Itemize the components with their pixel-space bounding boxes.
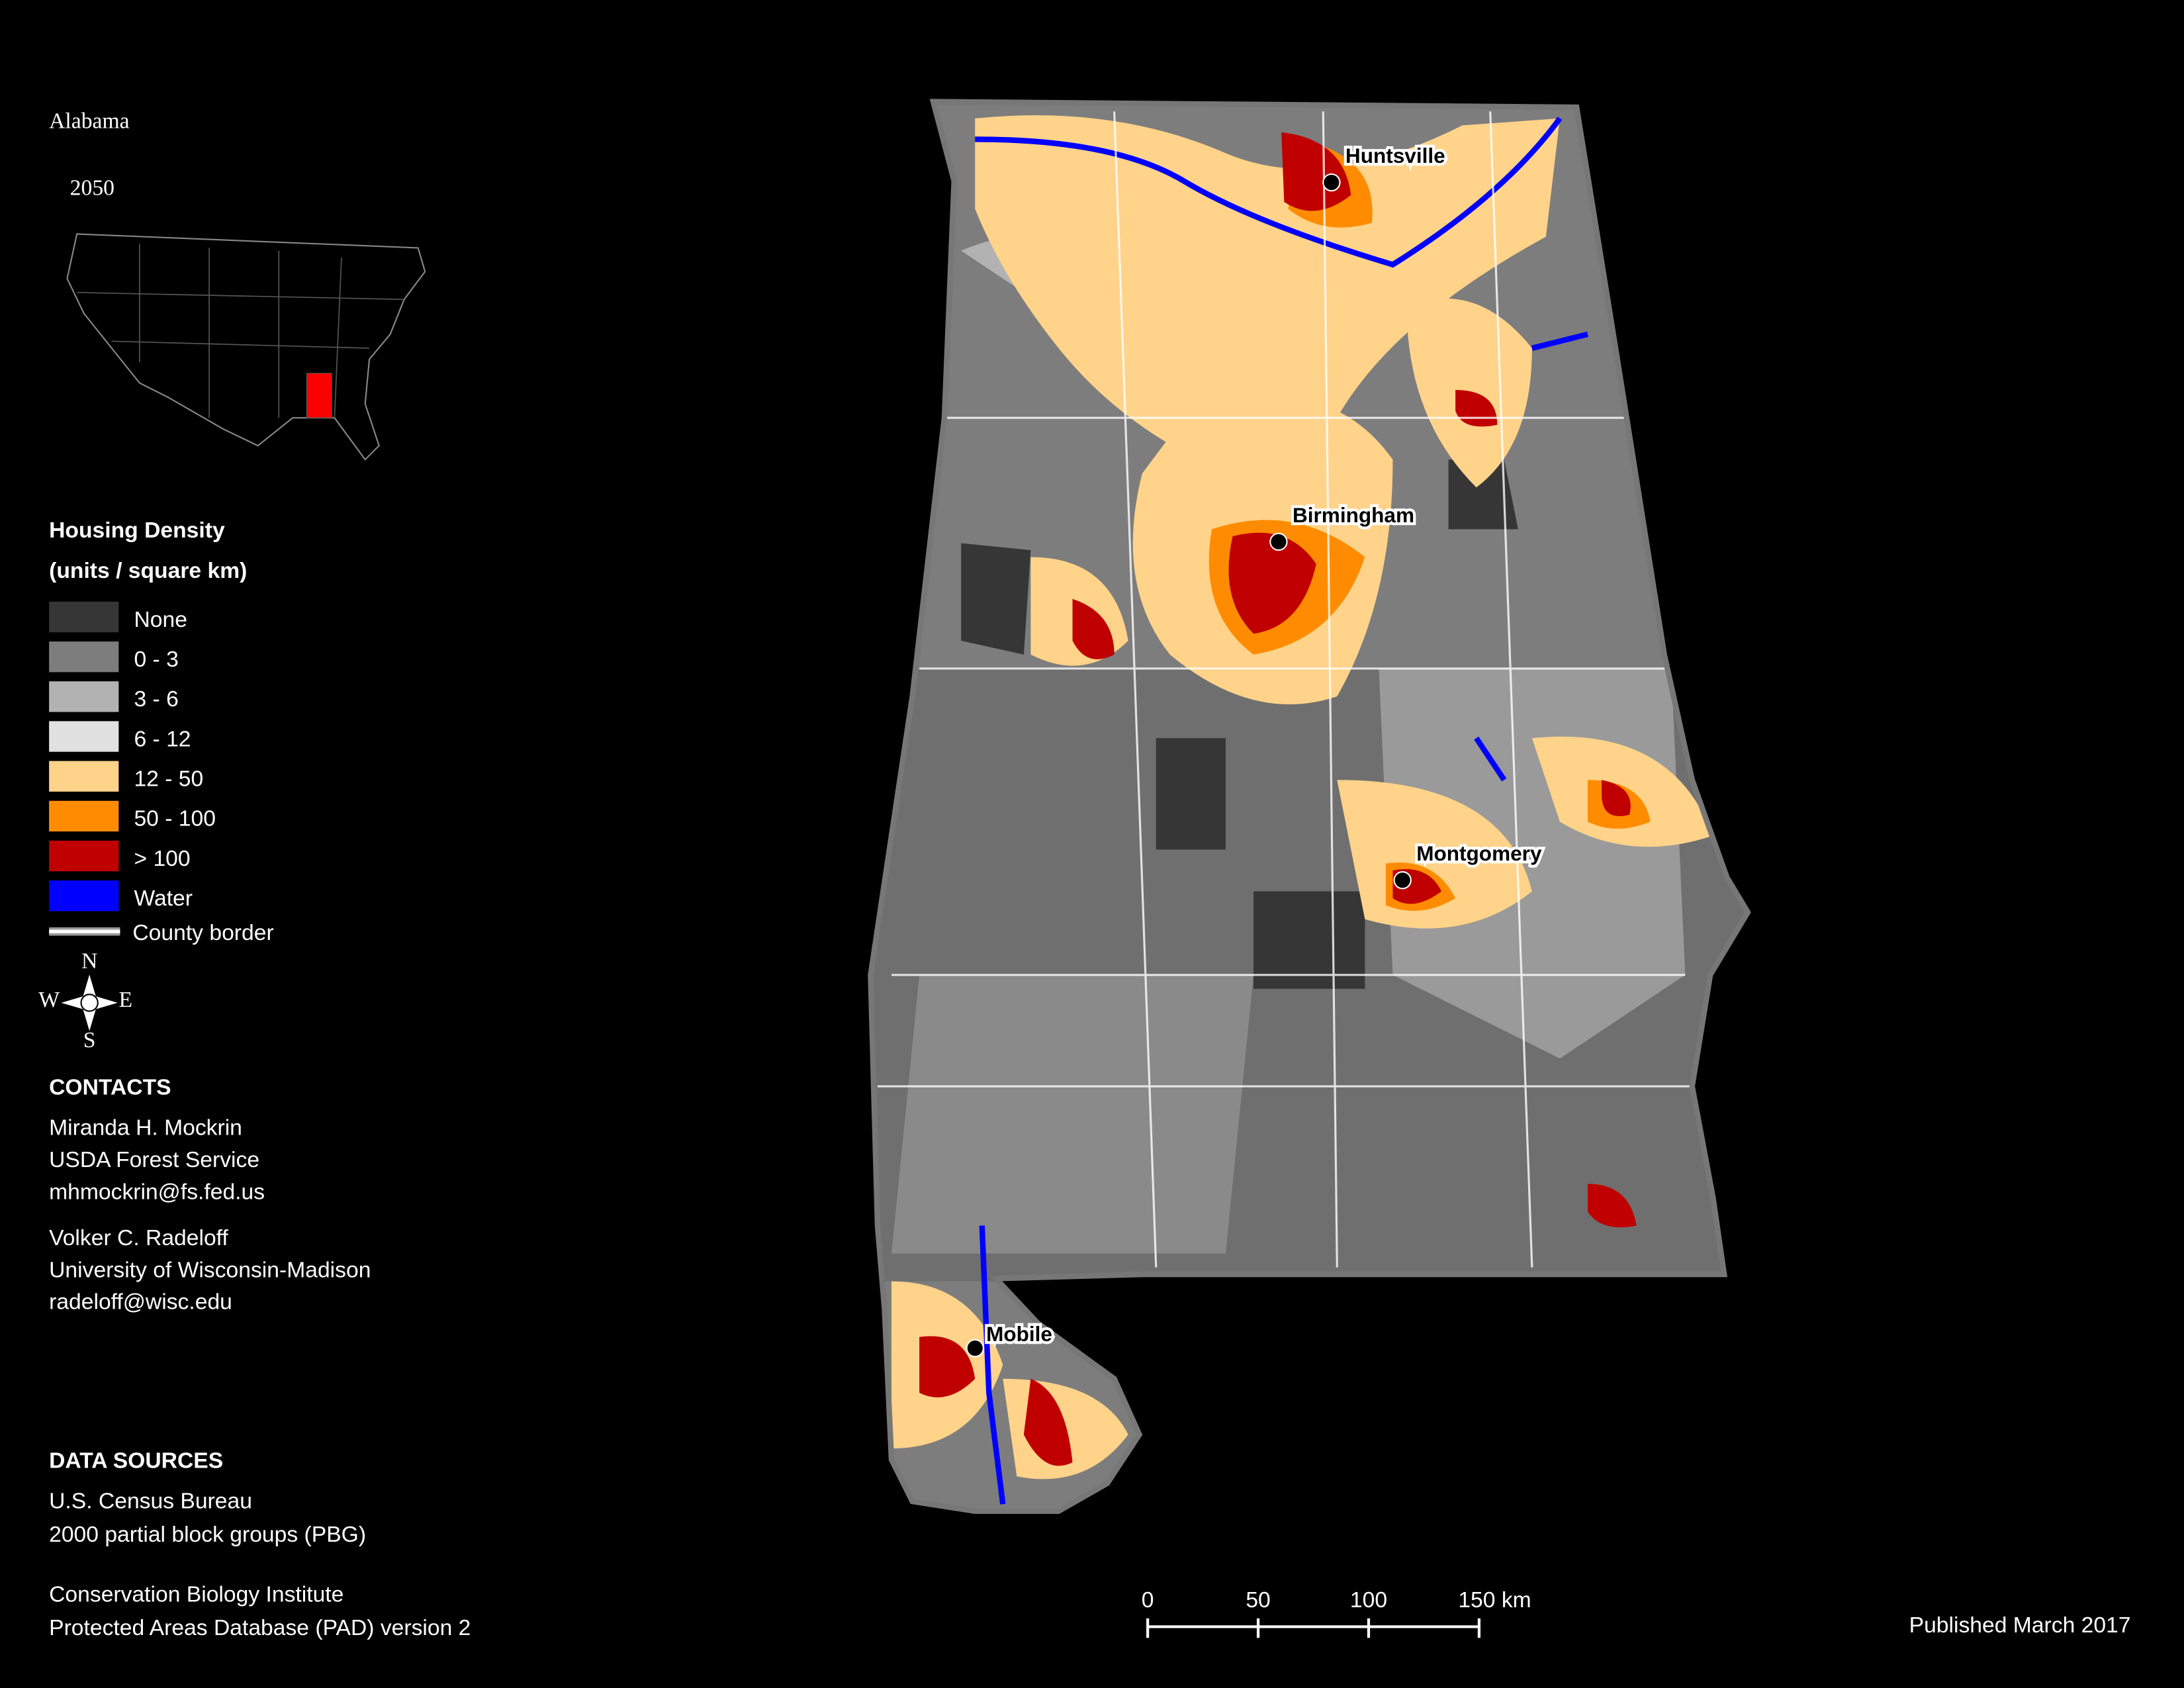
city-label: Montgomery — [1416, 841, 1542, 865]
legend-label: 0 - 3 — [134, 647, 178, 672]
city-label: Mobile — [986, 1322, 1052, 1346]
legend-label: 6 - 12 — [134, 727, 191, 751]
sources-heading: DATA SOURCES — [49, 1449, 223, 1474]
compass-n: N — [81, 949, 97, 973]
city-dot — [1322, 173, 1341, 192]
legend-swatch — [49, 601, 119, 633]
contact-line: mhmockrin@fs.fed.us — [49, 1180, 265, 1205]
cities: Huntsville Birmingham Montgomery Mobile — [966, 141, 1545, 1358]
legend-swatch — [49, 681, 119, 712]
title: Alabama — [49, 109, 130, 134]
legend-swatch — [49, 721, 119, 752]
source-line: Conservation Biology Institute — [49, 1583, 343, 1607]
subtitle: 2050 — [70, 176, 114, 201]
source-line: 2000 partial block groups (PBG) — [49, 1523, 366, 1547]
published: Published March 2017 — [1909, 1613, 2131, 1638]
scale-label: 50 — [1246, 1588, 1270, 1613]
legend-label: Water — [134, 886, 193, 911]
legend-label: None — [134, 608, 187, 632]
scale-bar: 0 50 100 150 km — [1142, 1588, 1531, 1638]
contact-line: University of Wisconsin-Madison — [49, 1258, 371, 1282]
scale-label: 100 — [1350, 1588, 1387, 1613]
compass-w: W — [38, 988, 60, 1012]
us-inset — [66, 233, 426, 461]
legend-swatch — [49, 840, 119, 872]
city-dot — [1393, 871, 1412, 890]
city-label: Birmingham — [1293, 503, 1414, 527]
scale-label: 150 km — [1458, 1588, 1531, 1613]
legend-swatch — [49, 761, 119, 792]
city-dot — [1269, 532, 1288, 551]
compass: N S W E — [38, 949, 132, 1053]
compass-s: S — [83, 1028, 96, 1053]
scale-label: 0 — [1142, 1588, 1154, 1613]
credits: CONTACTS DATA SOURCES Published March 20… — [49, 1076, 2130, 1640]
legend-swatch — [49, 641, 119, 673]
contact-line: Volker C. Radeloff — [49, 1226, 228, 1250]
legend: Housing Density (units / square km) None… — [49, 518, 274, 945]
contact-line: Miranda H. Mockrin — [49, 1116, 242, 1141]
legend-label: 50 - 100 — [134, 807, 216, 831]
legend-label: County border — [132, 921, 273, 945]
legend-subtitle: (units / square km) — [49, 559, 247, 583]
legend-swatch — [49, 880, 119, 912]
contact-line: USDA Forest Service — [49, 1148, 259, 1172]
legend-swatch — [49, 800, 119, 832]
legend-label: 12 - 50 — [134, 767, 203, 791]
legend-title: Housing Density — [49, 518, 225, 543]
legend-label: 3 - 6 — [134, 687, 178, 712]
legend-label: > 100 — [134, 847, 190, 871]
compass-e: E — [119, 988, 133, 1012]
state-map — [864, 102, 1755, 1511]
city-label: Huntsville — [1345, 144, 1445, 167]
contact-line: radeloff@wisc.edu — [49, 1290, 232, 1315]
source-line: U.S. Census Bureau — [49, 1489, 252, 1514]
city-dot — [966, 1338, 984, 1358]
contacts-heading: CONTACTS — [49, 1076, 171, 1100]
source-line: Protected Areas Database (PAD) version 2 — [49, 1616, 471, 1640]
